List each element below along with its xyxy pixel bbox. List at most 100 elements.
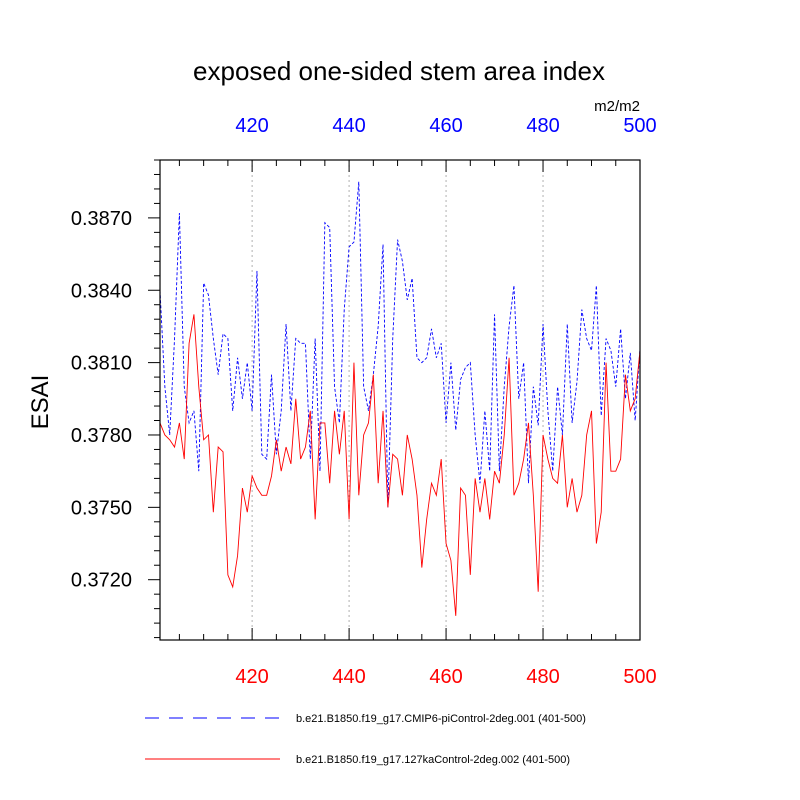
legend-label-2: b.e21.B1850.f19_g17.127kaControl-2deg.00… xyxy=(296,754,570,766)
data-point-s1-417 xyxy=(237,357,238,358)
data-point-s2-461 xyxy=(450,560,451,561)
data-point-s1-441 xyxy=(353,241,354,242)
data-point-s1-447 xyxy=(382,244,383,245)
y-axis-label: ESAI xyxy=(27,375,54,430)
data-point-s2-481 xyxy=(547,458,548,459)
y-tick-label: 0.3870 xyxy=(71,208,132,230)
data-point-s2-423 xyxy=(266,495,267,496)
data-point-s2-405 xyxy=(179,422,180,423)
legend-label-1: b.e21.B1850.f19_g17.CMIP6-piControl-2deg… xyxy=(296,713,586,725)
data-point-s1-468 xyxy=(484,410,485,411)
data-point-s2-446 xyxy=(378,483,379,484)
data-point-s1-493 xyxy=(605,338,606,339)
data-point-s1-462 xyxy=(455,430,456,431)
data-point-s2-435 xyxy=(324,422,325,423)
data-point-s1-450 xyxy=(397,239,398,240)
data-point-s1-436 xyxy=(329,227,330,228)
data-point-s1-485 xyxy=(567,323,568,324)
data-point-s2-409 xyxy=(198,386,199,387)
data-point-s2-490 xyxy=(591,410,592,411)
data-point-s1-438 xyxy=(339,422,340,423)
data-point-s2-462 xyxy=(455,615,456,616)
data-point-s1-451 xyxy=(402,261,403,262)
grid xyxy=(251,160,544,640)
data-point-s2-425 xyxy=(276,439,277,440)
data-point-s2-459 xyxy=(441,458,442,459)
data-point-s1-477 xyxy=(528,483,529,484)
data-point-s2-439 xyxy=(344,410,345,411)
series-group xyxy=(159,181,641,616)
data-point-s1-446 xyxy=(378,326,379,327)
data-point-s2-441 xyxy=(353,362,354,363)
data-point-s1-426 xyxy=(281,410,282,411)
data-point-s2-458 xyxy=(436,495,437,496)
data-point-s1-414 xyxy=(222,333,223,334)
data-point-s2-420 xyxy=(252,475,253,476)
data-point-s1-476 xyxy=(523,362,524,363)
data-point-s2-483 xyxy=(557,483,558,484)
data-point-s2-426 xyxy=(281,471,282,472)
data-point-s2-438 xyxy=(339,454,340,455)
data-point-s2-485 xyxy=(567,507,568,508)
data-point-s1-466 xyxy=(475,434,476,435)
data-point-s1-454 xyxy=(416,357,417,358)
data-point-s1-443 xyxy=(363,386,364,387)
data-point-s1-418 xyxy=(242,398,243,399)
data-point-s1-470 xyxy=(494,314,495,315)
data-point-s2-472 xyxy=(504,434,505,435)
data-point-s2-491 xyxy=(596,543,597,544)
x-tick-label-top: 480 xyxy=(526,115,559,137)
data-point-s2-418 xyxy=(242,487,243,488)
data-point-s2-406 xyxy=(184,458,185,459)
x-tick-label-bottom: 420 xyxy=(235,666,268,688)
data-point-s1-437 xyxy=(334,386,335,387)
data-point-s1-424 xyxy=(271,374,272,375)
data-point-s2-484 xyxy=(562,434,563,435)
data-point-s1-499 xyxy=(635,420,636,421)
data-point-s2-447 xyxy=(382,410,383,411)
data-point-s2-452 xyxy=(407,434,408,435)
data-point-s2-434 xyxy=(319,422,320,423)
x-tick-label-bottom: 460 xyxy=(429,666,462,688)
data-point-s2-486 xyxy=(572,478,573,479)
data-point-s2-466 xyxy=(475,478,476,479)
data-point-s2-432 xyxy=(310,410,311,411)
data-point-s1-432 xyxy=(310,458,311,459)
data-point-s2-408 xyxy=(193,314,194,315)
data-point-s1-407 xyxy=(188,422,189,423)
data-point-s2-480 xyxy=(542,434,543,435)
data-point-s1-496 xyxy=(620,328,621,329)
data-point-s2-456 xyxy=(426,519,427,520)
data-point-s1-412 xyxy=(213,338,214,339)
data-point-s2-495 xyxy=(615,471,616,472)
data-point-s1-480 xyxy=(542,323,543,324)
data-point-s1-435 xyxy=(324,222,325,223)
data-point-s1-422 xyxy=(261,454,262,455)
data-point-s1-434 xyxy=(319,471,320,472)
data-point-s2-449 xyxy=(392,454,393,455)
data-point-s1-479 xyxy=(538,425,539,426)
data-point-s1-431 xyxy=(305,343,306,344)
data-point-s1-494 xyxy=(610,350,611,351)
data-point-s2-467 xyxy=(479,512,480,513)
data-point-s1-461 xyxy=(450,362,451,363)
data-point-s2-482 xyxy=(552,478,553,479)
data-point-s2-430 xyxy=(300,458,301,459)
data-point-s2-427 xyxy=(285,446,286,447)
y-tick-label: 0.3810 xyxy=(71,353,132,375)
data-point-s1-472 xyxy=(504,386,505,387)
data-point-s1-442 xyxy=(358,181,359,182)
data-point-s1-413 xyxy=(218,374,219,375)
data-point-s2-493 xyxy=(605,362,606,363)
data-point-s2-411 xyxy=(208,434,209,435)
data-point-s2-442 xyxy=(358,495,359,496)
data-point-s1-482 xyxy=(552,471,553,472)
data-point-s2-421 xyxy=(256,487,257,488)
data-point-s2-476 xyxy=(523,458,524,459)
data-point-s2-410 xyxy=(203,439,204,440)
data-point-s1-491 xyxy=(596,285,597,286)
data-point-s2-489 xyxy=(586,434,587,435)
data-point-s2-414 xyxy=(222,451,223,452)
data-point-s2-454 xyxy=(416,495,417,496)
